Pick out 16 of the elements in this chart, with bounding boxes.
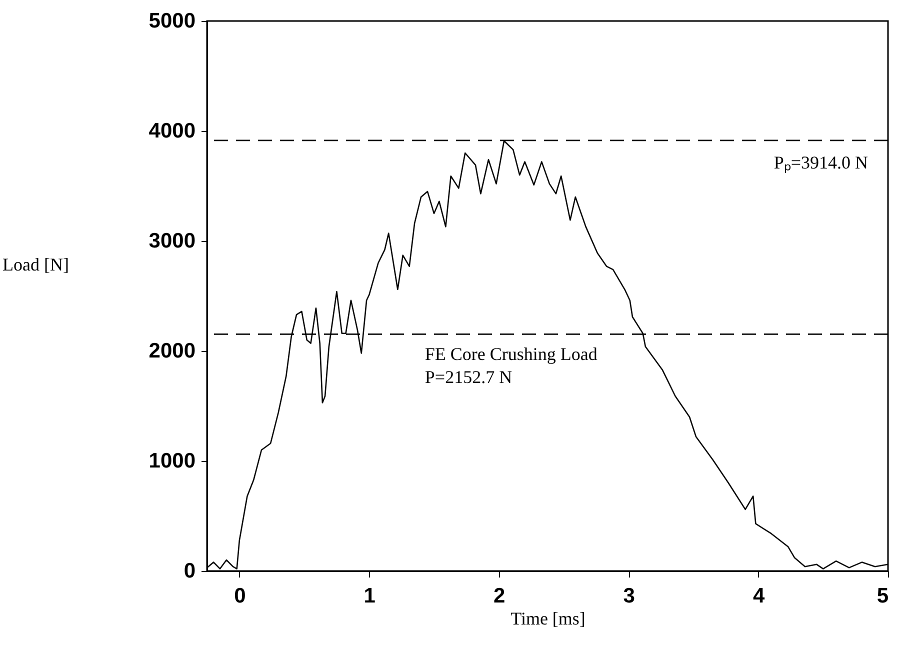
x-axis-title: Time [ms] — [510, 608, 586, 628]
x-tick-label: 2 — [494, 584, 506, 608]
y-tick-label: 4000 — [148, 120, 196, 142]
x-tick-label: 5 — [876, 584, 889, 608]
ref-line-label: Pₚ=3914.0 N — [774, 152, 868, 174]
y-tick-label: 5000 — [148, 10, 196, 32]
x-tick-label: 3 — [623, 584, 635, 608]
x-tick-label: 0 — [234, 584, 246, 608]
x-tick-label: 1 — [364, 584, 376, 608]
ref-line-label: FE Core Crushing Load P=2152.7 N — [424, 344, 598, 388]
x-tick-label: 4 — [752, 584, 765, 608]
y-tick-label: 3000 — [148, 230, 196, 252]
y-tick-label: 0 — [184, 560, 196, 582]
y-tick-label: 2000 — [148, 340, 196, 362]
y-axis-title: Load [N] — [2, 254, 69, 274]
y-tick-label: 1000 — [148, 450, 196, 472]
